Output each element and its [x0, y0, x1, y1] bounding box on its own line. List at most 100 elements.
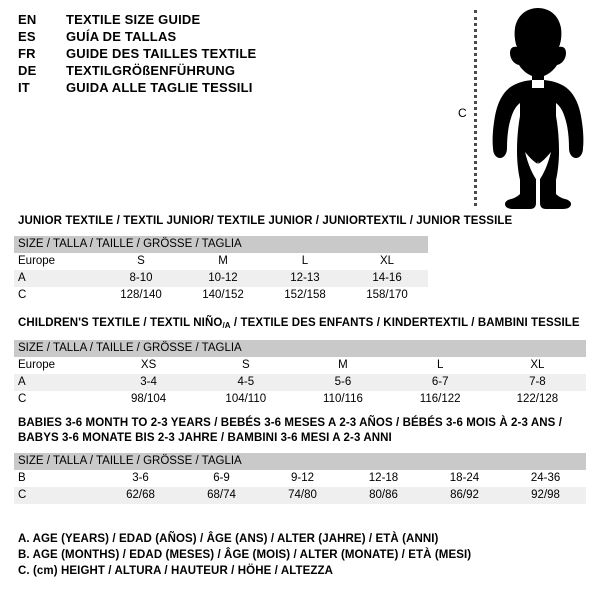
language-row: ES GUÍA DE TALLAS: [18, 29, 438, 46]
table-row-label: C: [14, 287, 100, 304]
table-cell: 128/140: [100, 287, 182, 304]
table-band-header: SIZE / TALLA / TAILLE / GRÖSSE / TAGLIA: [14, 453, 587, 470]
section-junior-textile: JUNIOR TEXTILE / TEXTIL JUNIOR/ TEXTILE …: [14, 214, 512, 304]
language-title: GUÍA DE TALLAS: [66, 29, 177, 44]
table-band-header-label: SIZE / TALLA / TAILLE / GRÖSSE / TAGLIA: [14, 236, 429, 253]
table-cell: 7-8: [488, 374, 587, 392]
table-cell: 12-18: [343, 470, 424, 487]
table-row: C 128/140 140/152 152/158 158/170: [14, 287, 429, 304]
measurement-legend: A. AGE (YEARS) / EDAD (AÑOS) / ÂGE (ANS)…: [18, 531, 471, 579]
table-row-label: Europe: [14, 253, 100, 270]
table-row-label: B: [14, 470, 100, 487]
language-row: FR GUIDE DES TAILLES TEXTILE: [18, 46, 438, 63]
table-cell: 68/74: [181, 487, 262, 504]
language-title: GUIDE DES TAILLES TEXTILE: [66, 46, 257, 61]
legend-line: B. AGE (MONTHS) / EDAD (MESES) / ÂGE (MO…: [18, 549, 472, 561]
table-cell: 92/98: [505, 487, 587, 504]
table-row-label: A: [14, 270, 100, 287]
table-cell: M: [182, 253, 264, 270]
babies-size-table: SIZE / TALLA / TAILLE / GRÖSSE / TAGLIA B…: [14, 453, 587, 504]
table-row: B 3-6 6-9 9-12 12-18 18-24 24-36: [14, 470, 587, 487]
table-cell: XL: [346, 253, 429, 270]
table-cell: 12-13: [264, 270, 346, 287]
language-code: IT: [18, 80, 30, 95]
section-title-junior: JUNIOR TEXTILE / TEXTIL JUNIOR/ TEXTILE …: [14, 214, 512, 229]
table-cell: L: [264, 253, 346, 270]
legend-line: A. AGE (YEARS) / EDAD (AÑOS) / ÂGE (ANS)…: [18, 533, 439, 545]
table-cell: 6-7: [391, 374, 489, 392]
table-cell: 14-16: [346, 270, 429, 287]
table-row-label: A: [14, 374, 100, 392]
language-code: ES: [18, 29, 36, 44]
language-title: TEXTILGRÖßENFÜHRUNG: [66, 63, 236, 78]
table-cell: S: [100, 253, 182, 270]
junior-size-table: SIZE / TALLA / TAILLE / GRÖSSE / TAGLIA E…: [14, 236, 429, 304]
section-title-babies: BABIES 3-6 MONTH TO 2-3 YEARS / BEBÉS 3-…: [14, 416, 586, 446]
table-cell: 6-9: [181, 470, 262, 487]
legend-line: C. (cm) HEIGHT / ALTURA / HAUTEUR / HÖHE…: [18, 565, 334, 577]
table-cell: 8-10: [100, 270, 182, 287]
language-title: TEXTILE SIZE GUIDE: [66, 12, 201, 27]
table-cell: L: [391, 357, 489, 375]
table-cell: S: [197, 357, 295, 375]
table-cell: 3-4: [100, 374, 198, 392]
table-cell: 110/116: [294, 391, 392, 409]
section-title-line: BABYS 3-6 MONATE BIS 2-3 JAHRE / BAMBINI…: [18, 432, 392, 444]
table-cell: 116/122: [391, 391, 489, 409]
table-cell: 4-5: [197, 374, 295, 392]
table-band-header: SIZE / TALLA / TAILLE / GRÖSSE / TAGLIA: [14, 236, 429, 253]
table-cell: 74/80: [262, 487, 343, 504]
table-cell: 122/128: [488, 391, 587, 409]
table-cell: 9-12: [262, 470, 343, 487]
table-row-label: C: [14, 487, 100, 504]
table-cell: 98/104: [100, 391, 198, 409]
table-row-label: Europe: [14, 357, 100, 375]
table-cell: XS: [100, 357, 198, 375]
section-title-text: / TEXTILE DES ENFANTS / KINDERTEXTIL / B…: [230, 317, 580, 329]
language-row: DE TEXTILGRÖßENFÜHRUNG: [18, 63, 438, 80]
table-row: A 3-4 4-5 5-6 6-7 7-8: [14, 374, 587, 392]
table-cell: 140/152: [182, 287, 264, 304]
table-cell: 158/170: [346, 287, 429, 304]
section-childrens-textile: CHILDREN'S TEXTILE / TEXTIL NIÑO/A / TEX…: [14, 316, 587, 409]
table-cell: 18-24: [424, 470, 505, 487]
table-cell: 24-36: [505, 470, 587, 487]
language-title: GUIDA ALLE TAGLIE TESSILI: [66, 80, 253, 95]
section-title-children: CHILDREN'S TEXTILE / TEXTIL NIÑO/A / TEX…: [14, 316, 586, 333]
language-code: FR: [18, 46, 36, 61]
table-cell: 5-6: [294, 374, 392, 392]
table-row: C 62/68 68/74 74/80 80/86 86/92 92/98: [14, 487, 587, 504]
height-measure-label: C: [458, 106, 467, 120]
table-cell: 86/92: [424, 487, 505, 504]
table-row: C 98/104 104/110 110/116 116/122 122/128: [14, 391, 587, 409]
section-title-subscript: /A: [222, 321, 231, 331]
table-cell: M: [294, 357, 392, 375]
language-row: IT GUIDA ALLE TAGLIE TESSILI: [18, 80, 438, 97]
table-cell: 10-12: [182, 270, 264, 287]
table-row: Europe XS S M L XL: [14, 357, 587, 375]
table-band-header: SIZE / TALLA / TAILLE / GRÖSSE / TAGLIA: [14, 340, 587, 358]
size-illustration: C: [450, 6, 600, 211]
toddler-silhouette-icon: [492, 8, 584, 209]
table-cell: 3-6: [100, 470, 181, 487]
section-title-text: CHILDREN'S TEXTILE / TEXTIL NIÑO: [18, 317, 223, 329]
table-band-header-label: SIZE / TALLA / TAILLE / GRÖSSE / TAGLIA: [14, 453, 587, 470]
table-cell: 62/68: [100, 487, 181, 504]
table-row: A 8-10 10-12 12-13 14-16: [14, 270, 429, 287]
children-size-table: SIZE / TALLA / TAILLE / GRÖSSE / TAGLIA E…: [14, 340, 587, 409]
language-code: DE: [18, 63, 37, 78]
table-band-header-label: SIZE / TALLA / TAILLE / GRÖSSE / TAGLIA: [14, 340, 587, 358]
language-header: EN TEXTILE SIZE GUIDE ES GUÍA DE TALLAS FR GU…: [18, 12, 438, 97]
section-title-text: JUNIOR TEXTILE / TEXTIL JUNIOR/ TEXTILE …: [18, 215, 513, 227]
section-title-line: BABIES 3-6 MONTH TO 2-3 YEARS / BEBÉS 3-…: [18, 417, 562, 429]
table-cell: 80/86: [343, 487, 424, 504]
table-cell: XL: [488, 357, 587, 375]
table-row-label: C: [14, 391, 100, 409]
language-row: EN TEXTILE SIZE GUIDE: [18, 12, 438, 29]
height-measure-dotted-line: [474, 10, 477, 206]
table-cell: 104/110: [197, 391, 295, 409]
table-row: Europe S M L XL: [14, 253, 429, 270]
table-cell: 152/158: [264, 287, 346, 304]
language-code: EN: [18, 12, 37, 27]
section-babies-textile: BABIES 3-6 MONTH TO 2-3 YEARS / BEBÉS 3-…: [14, 416, 587, 504]
